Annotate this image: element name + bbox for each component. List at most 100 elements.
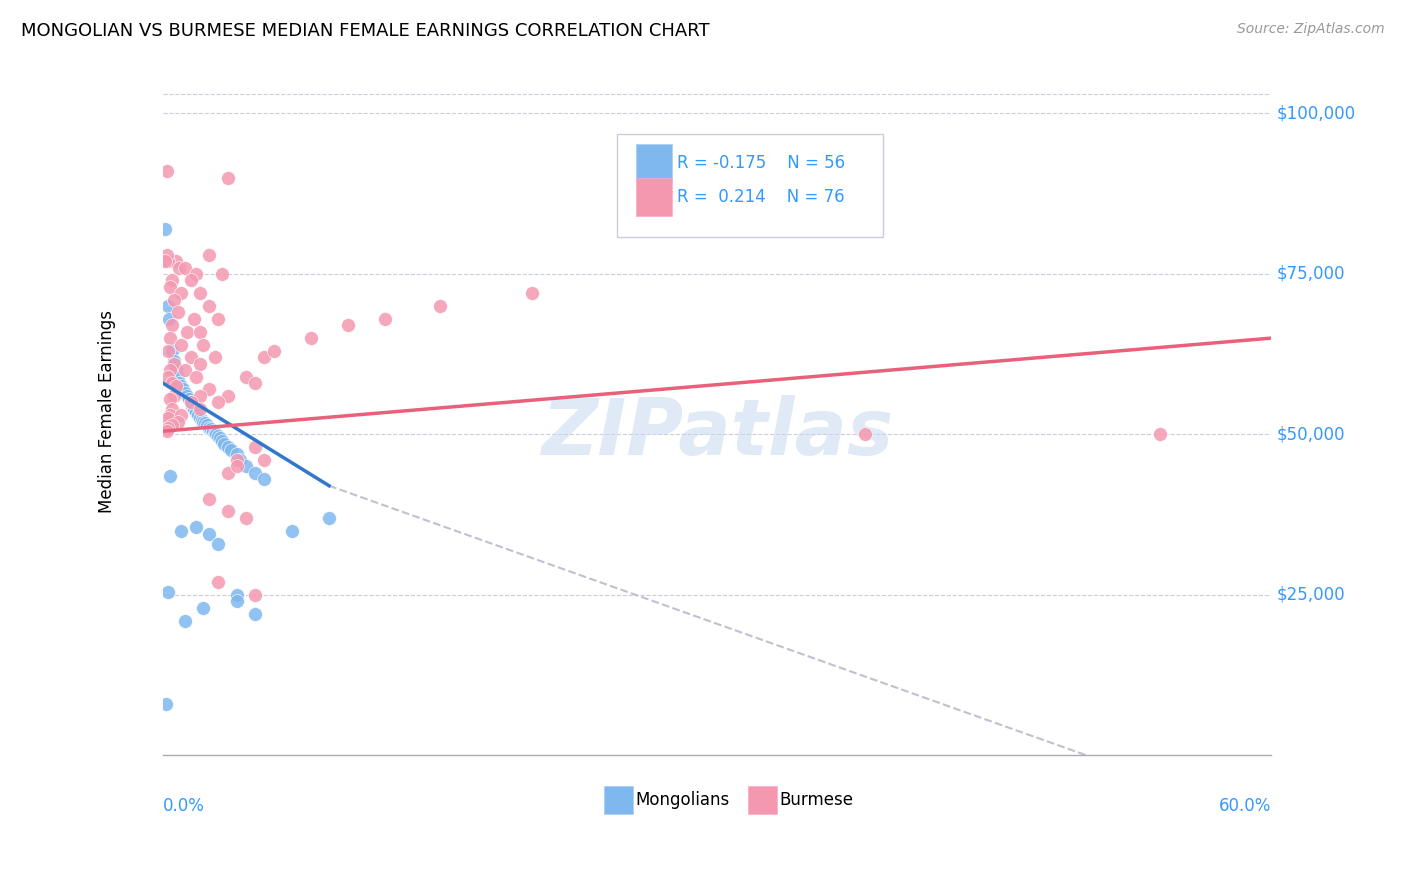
Point: [155, 248, 177, 262]
Point: [184, 520, 207, 534]
Point: [205, 427, 228, 442]
FancyBboxPatch shape: [617, 134, 883, 236]
Point: [217, 170, 239, 185]
Point: [253, 472, 276, 486]
Point: [184, 369, 207, 384]
Point: [169, 376, 191, 390]
Point: [188, 411, 211, 425]
Text: Source: ZipAtlas.com: Source: ZipAtlas.com: [1237, 22, 1385, 37]
Point: [174, 385, 197, 400]
Point: [159, 279, 181, 293]
Point: [225, 459, 247, 474]
Point: [207, 311, 229, 326]
Point: [170, 286, 193, 301]
Text: 60.0%: 60.0%: [1219, 797, 1271, 814]
Point: [198, 299, 221, 313]
Point: [188, 389, 211, 403]
Point: [160, 401, 183, 416]
Point: [183, 401, 205, 416]
Text: $50,000: $50,000: [1277, 425, 1346, 443]
Point: [166, 415, 188, 429]
FancyBboxPatch shape: [636, 144, 672, 182]
Point: [219, 443, 242, 458]
Point: [225, 588, 247, 602]
Point: [174, 614, 197, 628]
Point: [217, 389, 239, 403]
Point: [190, 413, 212, 427]
Point: [155, 424, 177, 438]
Point: [198, 383, 221, 397]
Text: $100,000: $100,000: [1277, 104, 1355, 122]
Point: [180, 395, 202, 409]
Point: [194, 416, 217, 430]
Point: [184, 267, 207, 281]
Point: [187, 408, 209, 422]
Point: [209, 431, 232, 445]
Point: [174, 260, 197, 275]
Point: [193, 337, 215, 351]
FancyBboxPatch shape: [636, 178, 672, 216]
Text: R =  0.214    N = 76: R = 0.214 N = 76: [678, 187, 845, 206]
Point: [245, 466, 267, 480]
Point: [253, 351, 276, 365]
Point: [204, 426, 226, 441]
Point: [176, 389, 198, 403]
Point: [188, 401, 211, 416]
Point: [159, 331, 181, 345]
Point: [157, 254, 180, 268]
Point: [170, 379, 193, 393]
Point: [157, 421, 180, 435]
Point: [522, 286, 544, 301]
Point: [245, 440, 267, 454]
Text: Mongolians: Mongolians: [636, 791, 730, 809]
Point: [160, 343, 183, 358]
Point: [159, 469, 181, 483]
Point: [299, 331, 322, 345]
Point: [198, 491, 221, 506]
Point: [200, 422, 222, 436]
Point: [157, 311, 180, 326]
Text: $75,000: $75,000: [1277, 265, 1346, 283]
Point: [172, 383, 194, 397]
FancyBboxPatch shape: [748, 786, 778, 814]
Point: [245, 376, 267, 390]
Point: [153, 222, 176, 236]
Point: [235, 369, 257, 384]
Text: Burmese: Burmese: [779, 791, 853, 809]
Point: [198, 421, 221, 435]
Point: [163, 357, 186, 371]
FancyBboxPatch shape: [605, 786, 633, 814]
Point: [318, 511, 340, 525]
Point: [165, 379, 187, 393]
Point: [336, 318, 359, 333]
Point: [160, 376, 183, 390]
Point: [157, 411, 180, 425]
Text: R = -0.175    N = 56: R = -0.175 N = 56: [678, 153, 845, 171]
Point: [188, 325, 211, 339]
Point: [429, 299, 451, 313]
Point: [853, 427, 876, 442]
Point: [169, 260, 191, 275]
Point: [174, 363, 197, 377]
Point: [155, 164, 177, 178]
Point: [166, 369, 188, 384]
Point: [159, 408, 181, 422]
Point: [193, 415, 215, 429]
Point: [163, 353, 186, 368]
Point: [176, 325, 198, 339]
Point: [195, 417, 218, 432]
Point: [181, 399, 204, 413]
Point: [235, 459, 257, 474]
Point: [180, 351, 202, 365]
Point: [188, 286, 211, 301]
Point: [207, 428, 229, 442]
Point: [207, 575, 229, 590]
Point: [157, 369, 180, 384]
Point: [163, 293, 186, 307]
Point: [217, 466, 239, 480]
Point: [157, 299, 180, 313]
Point: [225, 594, 247, 608]
Point: [207, 536, 229, 550]
Point: [193, 600, 215, 615]
Point: [201, 424, 224, 438]
